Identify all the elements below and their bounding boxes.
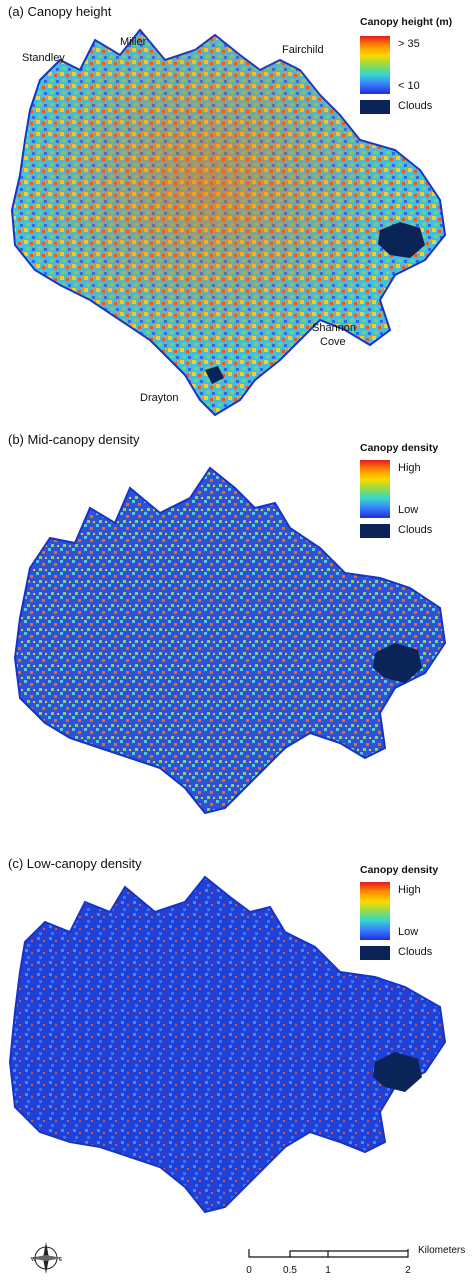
panel-mid-canopy-density: (b) Mid-canopy density Canopy density Hi…	[0, 428, 474, 846]
compass-rose-icon: W E	[30, 1242, 63, 1274]
legend-clouds-swatch	[360, 524, 390, 538]
legend-high-label: High	[398, 462, 421, 474]
legend-high-label: High	[398, 884, 421, 896]
legend-title: Canopy height (m)	[360, 16, 453, 28]
scale-tick-1: 1	[325, 1265, 331, 1276]
legend-clouds-label: Clouds	[398, 524, 433, 536]
place-label-drayton: Drayton	[140, 392, 179, 404]
place-label-standley: Standley	[22, 52, 65, 64]
panel-low-canopy-density: (c) Low-canopy density Canopy density Hi…	[0, 852, 474, 1232]
scale-tick-2: 2	[405, 1265, 411, 1276]
color-ramp	[360, 882, 390, 940]
place-label-shannon: Shannon	[312, 322, 357, 334]
legend-mid-canopy: Canopy density High Low Clouds	[360, 442, 470, 552]
place-label-miller: Miller	[120, 36, 147, 48]
color-ramp	[360, 36, 390, 94]
low-canopy-density-map[interactable]	[0, 852, 474, 1232]
legend-low-label: Low	[398, 504, 419, 516]
cloud-patch-a2	[205, 366, 224, 384]
legend-clouds-swatch	[360, 946, 390, 960]
panel-title: (b) Mid-canopy density	[8, 432, 140, 447]
forest-outline-b	[13, 466, 447, 815]
legend-title: Canopy density	[360, 442, 439, 454]
legend-clouds-label: Clouds	[398, 100, 433, 112]
cloud-patch-a	[378, 222, 425, 258]
legend-low-label: Low	[398, 926, 419, 938]
panel-title: (c) Low-canopy density	[8, 856, 142, 871]
mid-canopy-density-map[interactable]	[0, 428, 474, 846]
scale-bar: 0 0.5 1 2 Kilometers	[246, 1245, 470, 1285]
legend-canopy-height: Canopy height (m) > 35 < 10 Clouds	[360, 16, 470, 136]
panel-title: (a) Canopy height	[8, 4, 112, 19]
place-label-fairchild: Fairchild	[282, 44, 324, 56]
forest-outline-c	[8, 875, 447, 1214]
panel-canopy-height: (a) Canopy height Standley Miller Fairch…	[0, 0, 474, 418]
color-ramp	[360, 460, 390, 518]
legend-high-label: > 35	[398, 38, 420, 50]
compass-west: W	[31, 1257, 36, 1263]
legend-low-label: < 10	[398, 80, 420, 92]
cloud-patch-b	[373, 643, 422, 683]
scale-unit: Kilometers	[418, 1245, 466, 1256]
place-label-cove: Cove	[320, 336, 346, 348]
scale-tick-0-5: 0.5	[283, 1265, 297, 1276]
canopy-height-map[interactable]	[0, 0, 474, 418]
legend-clouds-swatch	[360, 100, 390, 114]
legend-clouds-label: Clouds	[398, 946, 433, 958]
scale-bar-graphic	[248, 1249, 409, 1258]
cloud-patch-c	[373, 1052, 422, 1092]
scale-tick-0: 0	[246, 1265, 252, 1276]
legend-title: Canopy density	[360, 864, 439, 876]
compass-east: E	[59, 1257, 63, 1263]
legend-low-canopy: Canopy density High Low Clouds	[360, 864, 470, 974]
